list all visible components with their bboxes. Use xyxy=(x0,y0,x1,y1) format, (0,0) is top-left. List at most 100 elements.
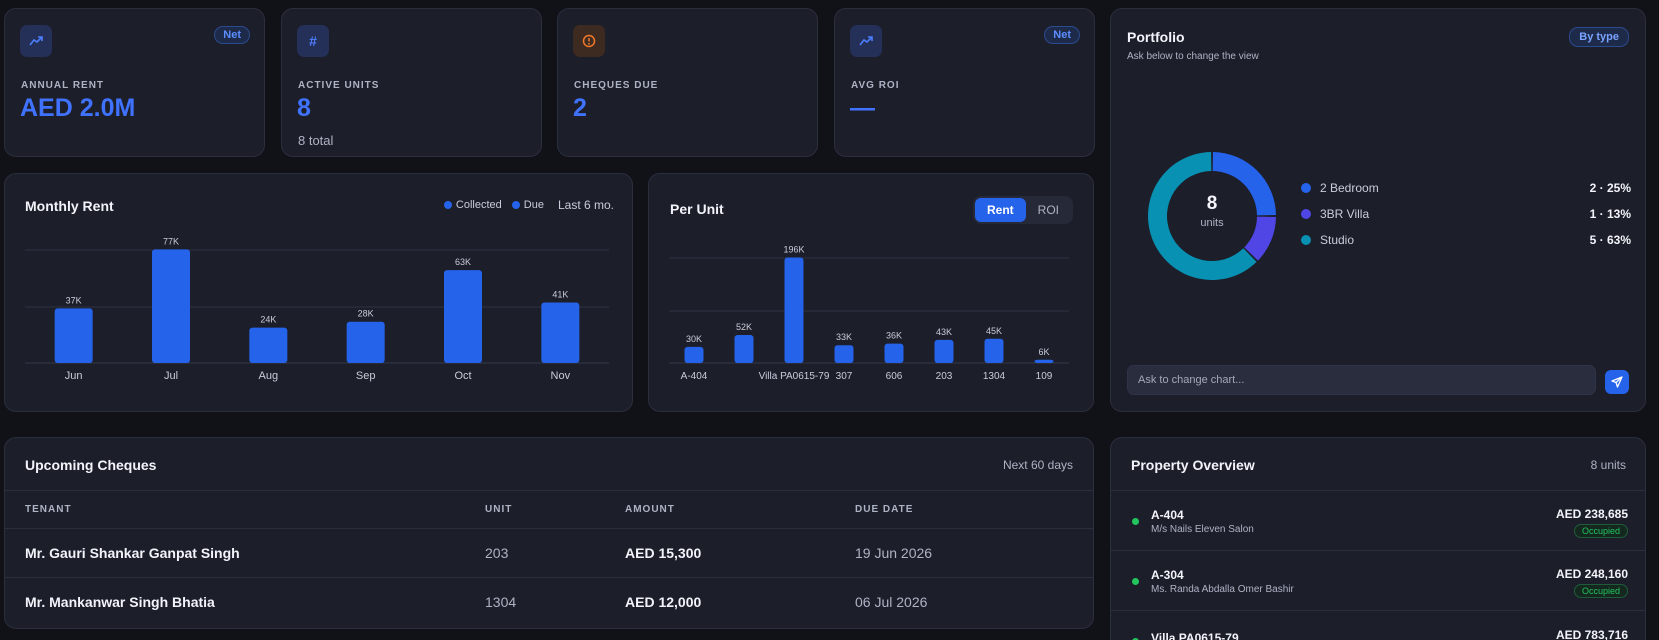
pie-slice[interactable] xyxy=(1148,152,1257,280)
upcoming-cheques-card: Upcoming Cheques Next 60 days TENANT UNI… xyxy=(4,437,1094,629)
legend-value: 1 · 13% xyxy=(1589,207,1631,221)
property-row[interactable]: A-404 M/s Nails Eleven Salon AED 238,685… xyxy=(1111,490,1645,550)
tenant-cell: Mr. Gauri Shankar Ganpat Singh xyxy=(5,528,485,578)
data-label: 196K xyxy=(783,245,804,255)
unit-cell: 203 xyxy=(485,528,625,578)
kpi-card-annual-rent: Net ANNUAL RENT AED 2.0M xyxy=(4,8,265,157)
trend-up-icon xyxy=(20,25,52,57)
status-badge: Occupied xyxy=(1573,584,1628,598)
send-button[interactable] xyxy=(1605,370,1629,394)
property-row[interactable]: A-304 Ms. Randa Abdalla Omer Bashir AED … xyxy=(1111,550,1645,610)
legend-dot xyxy=(443,201,452,209)
due-date-cell: 06 Jul 2026 xyxy=(855,594,928,611)
property-count: 8 units xyxy=(1590,458,1626,472)
kpi-value: — xyxy=(850,94,875,122)
property-name: Villa PA0615-79 xyxy=(1151,631,1239,640)
tick-label: Jun xyxy=(65,370,83,382)
pie-slice[interactable] xyxy=(1244,216,1276,261)
bar[interactable] xyxy=(346,321,385,363)
table-row[interactable]: Mr. Gauri Shankar Ganpat Singh 203 AED 1… xyxy=(5,528,1093,578)
status-dot xyxy=(1132,578,1139,585)
tab-roi[interactable]: ROI xyxy=(1026,198,1071,222)
tick-label: 307 xyxy=(836,371,853,382)
property-name: A-404 xyxy=(1151,508,1184,522)
net-badge: Net xyxy=(214,26,250,44)
bar[interactable] xyxy=(784,257,804,363)
tick-label: 606 xyxy=(886,371,903,382)
legend-dot xyxy=(1301,235,1311,245)
legend-dot xyxy=(1301,209,1311,219)
by-type-badge[interactable]: By type xyxy=(1569,27,1629,47)
legend-label: 2 Bedroom xyxy=(1320,181,1379,195)
property-rent: AED 783,716 xyxy=(1555,628,1628,640)
cheques-title: Upcoming Cheques xyxy=(25,457,157,473)
data-label: 36K xyxy=(886,331,902,341)
tick-label: Oct xyxy=(454,370,471,382)
tick-label: A-404 xyxy=(681,371,708,382)
bar[interactable] xyxy=(984,338,1004,363)
kpi-label: ACTIVE UNITS xyxy=(298,80,380,91)
status-dot xyxy=(1132,518,1139,525)
amount-cell: AED 15,300 xyxy=(625,528,855,578)
rent-roi-toggle: Rent ROI xyxy=(972,196,1073,224)
property-overview-title: Property Overview xyxy=(1131,457,1255,473)
property-tenant: Ms. Randa Abdalla Omer Bashir xyxy=(1151,584,1294,595)
kpi-value: 8 xyxy=(297,94,311,122)
range-label: Last 6 mo. xyxy=(557,198,614,212)
status-badge: Occupied xyxy=(1573,524,1628,538)
cheques-range: Next 60 days xyxy=(1002,458,1073,472)
property-overview-card: Property Overview 8 units A-404 M/s Nail… xyxy=(1110,437,1646,640)
bar[interactable] xyxy=(249,327,288,363)
portfolio-subtitle: Ask below to change the view xyxy=(1127,51,1259,62)
portfolio-card: Portfolio Ask below to change the view B… xyxy=(1110,8,1646,412)
bar[interactable] xyxy=(834,345,854,363)
bar[interactable] xyxy=(444,270,482,363)
bar[interactable] xyxy=(934,339,954,363)
table-header: TENANT UNIT AMOUNT DUE DATE xyxy=(5,490,1093,529)
tick-label: Nov xyxy=(551,370,571,382)
portfolio-title: Portfolio xyxy=(1127,29,1185,45)
column-header: AMOUNT xyxy=(625,490,855,529)
tick-label: 1304 xyxy=(983,371,1006,382)
pie-slice[interactable] xyxy=(1212,152,1276,216)
data-label: 52K xyxy=(736,322,752,332)
kpi-label: ANNUAL RENT xyxy=(21,80,105,91)
due-date-cell: 19 Jun 2026 xyxy=(855,528,1093,578)
kpi-card-cheques-due: CHEQUES DUE 2 xyxy=(557,8,818,157)
tick-label: Jul xyxy=(164,370,178,382)
column-header: DUE DATE xyxy=(855,490,1093,529)
data-label: 77K xyxy=(163,236,179,246)
status-dot xyxy=(1132,638,1139,640)
bar[interactable] xyxy=(152,249,190,363)
legend-item-studio: Studio 5 · 63% xyxy=(1301,233,1631,247)
table-row[interactable]: Mr. Mankanwar Singh Bhatia 1304 AED 12,0… xyxy=(5,578,1093,627)
monthly-rent-title: Monthly Rent xyxy=(25,198,114,214)
property-rent: AED 238,685 xyxy=(1555,507,1628,521)
data-label: 6K xyxy=(1038,347,1049,357)
donut-center-value: 8 xyxy=(1206,193,1218,214)
tick-label: Aug xyxy=(259,370,279,382)
legend-collected-label: Collected xyxy=(455,199,502,211)
unit-cell: 1304 xyxy=(485,594,517,611)
legend-collected: Collected xyxy=(443,199,502,211)
legend-item-3br-villa: 3BR Villa 1 · 13% xyxy=(1301,207,1631,221)
bar[interactable] xyxy=(54,308,93,363)
send-icon xyxy=(1611,376,1623,388)
monthly-rent-card: Monthly Rent Collected Due Last 6 mo. 37… xyxy=(4,173,633,412)
legend-value: 2 · 25% xyxy=(1589,181,1631,195)
bar[interactable] xyxy=(734,335,754,363)
chart-prompt-input[interactable] xyxy=(1127,365,1596,395)
property-row[interactable]: Villa PA0615-79 AED 783,716 xyxy=(1111,610,1645,640)
alert-circle-icon xyxy=(573,25,605,57)
tab-rent[interactable]: Rent xyxy=(974,198,1026,222)
bar[interactable] xyxy=(684,346,704,363)
legend-label: Studio xyxy=(1320,233,1355,247)
data-label: 43K xyxy=(936,327,952,337)
property-tenant: M/s Nails Eleven Salon xyxy=(1151,524,1254,535)
bar[interactable] xyxy=(541,302,580,363)
kpi-label: AVG ROI xyxy=(851,80,900,91)
legend-label: 3BR Villa xyxy=(1320,207,1370,221)
bar[interactable] xyxy=(884,343,904,363)
per-unit-title: Per Unit xyxy=(670,201,724,217)
bar[interactable] xyxy=(1034,359,1054,363)
